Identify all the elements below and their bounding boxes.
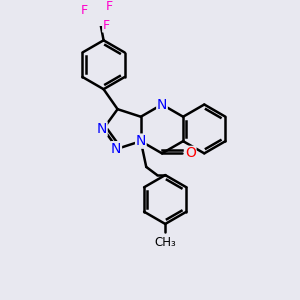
Text: CH₃: CH₃ [154, 236, 176, 249]
Text: N: N [97, 122, 107, 136]
Text: N: N [136, 134, 146, 148]
Text: F: F [105, 0, 112, 13]
Text: N: N [157, 98, 167, 112]
Text: O: O [185, 146, 196, 161]
Text: F: F [81, 4, 88, 17]
Text: F: F [103, 19, 110, 32]
Text: N: N [111, 142, 122, 156]
